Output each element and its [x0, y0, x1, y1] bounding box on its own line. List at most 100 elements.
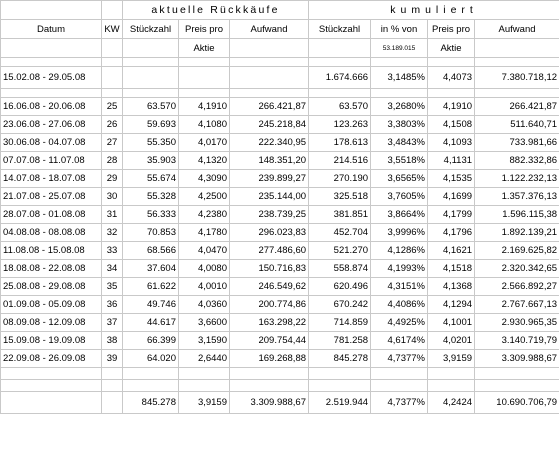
cell-cum-stueckzahl[interactable]: 620.496 — [308, 277, 372, 296]
cell-aufwand[interactable]: 245.218,84 — [228, 115, 310, 134]
cell-preis[interactable]: 4,2500 — [178, 187, 230, 206]
total-cum-pct[interactable]: 4,7377% — [370, 391, 429, 414]
cell-datum[interactable]: 25.08.08 - 29.08.08 — [0, 277, 102, 296]
cell-cum-preis[interactable]: 3,9159 — [427, 349, 476, 368]
cell-cum-preis[interactable]: 4,1535 — [427, 169, 476, 188]
cell-aufwand[interactable]: 296.023,83 — [228, 223, 310, 242]
cell-stueckzahl[interactable]: 49.746 — [122, 295, 179, 314]
total-preis[interactable]: 3,9159 — [178, 391, 230, 414]
cell-stueckzahl[interactable]: 59.693 — [122, 115, 179, 134]
cell-cum-preis[interactable]: 4,1796 — [427, 223, 476, 242]
cell-aufwand[interactable]: 246.549,62 — [228, 277, 310, 296]
cell-empty[interactable] — [0, 391, 102, 414]
cell-empty[interactable] — [228, 38, 310, 58]
cell-cum-pct[interactable]: 4,4086% — [370, 295, 429, 314]
cell-cum-pct[interactable]: 3,4843% — [370, 133, 429, 152]
opening-cum-aufwand[interactable]: 7.380.718,12 — [474, 66, 559, 89]
cell-stueckzahl[interactable]: 70.853 — [122, 223, 179, 242]
cell-kw[interactable]: 29 — [101, 169, 123, 188]
cell-cum-pct[interactable]: 4,7377% — [370, 349, 429, 368]
opening-cum-stueck[interactable]: 1.674.666 — [308, 66, 372, 89]
col-header-stueckzahl[interactable]: Stückzahl — [122, 19, 179, 39]
cell-aufwand[interactable]: 238.739,25 — [228, 205, 310, 224]
cell-datum[interactable]: 18.08.08 - 22.08.08 — [0, 259, 102, 278]
cell-cum-pct[interactable]: 3,5518% — [370, 151, 429, 170]
cell-cum-aufwand[interactable]: 733.981,66 — [474, 133, 559, 152]
cell-aufwand[interactable]: 277.486,60 — [228, 241, 310, 260]
cell-empty[interactable] — [474, 38, 559, 58]
cell-cum-preis[interactable]: 4,1368 — [427, 277, 476, 296]
cell-cum-pct[interactable]: 3,2680% — [370, 97, 429, 116]
col-header-basis[interactable]: 53.189.015 — [370, 38, 429, 58]
cell-stueckzahl[interactable]: 66.399 — [122, 331, 179, 350]
cell-cum-aufwand[interactable]: 3.309.988,67 — [474, 349, 559, 368]
cell-cum-stueckzahl[interactable]: 123.263 — [308, 115, 372, 134]
cell-cum-stueckzahl[interactable]: 63.570 — [308, 97, 372, 116]
cell-preis[interactable]: 3,6600 — [178, 313, 230, 332]
cell-preis[interactable]: 4,1910 — [178, 97, 230, 116]
cell-cum-stueckzahl[interactable]: 214.516 — [308, 151, 372, 170]
cell-aufwand[interactable]: 235.144,00 — [228, 187, 310, 206]
cell-preis[interactable]: 2,6440 — [178, 349, 230, 368]
cell-aufwand[interactable]: 148.351,20 — [228, 151, 310, 170]
cell-datum[interactable]: 01.09.08 - 05.09.08 — [0, 295, 102, 314]
cell-datum[interactable]: 30.06.08 - 04.07.08 — [0, 133, 102, 152]
cell-empty[interactable] — [101, 38, 123, 58]
cell-datum[interactable]: 08.09.08 - 12.09.08 — [0, 313, 102, 332]
cell-kw[interactable]: 38 — [101, 331, 123, 350]
cell-datum[interactable]: 14.07.08 - 18.07.08 — [0, 169, 102, 188]
col-header-cum-aktie[interactable]: Aktie — [427, 38, 476, 58]
cell-cum-aufwand[interactable]: 511.640,71 — [474, 115, 559, 134]
cell-empty[interactable] — [228, 66, 310, 89]
cell-cum-preis[interactable]: 4,1518 — [427, 259, 476, 278]
cell-datum[interactable]: 07.07.08 - 11.07.08 — [0, 151, 102, 170]
col-header-cum-aufwand[interactable]: Aufwand — [474, 19, 559, 39]
cell-cum-preis[interactable]: 4,0201 — [427, 331, 476, 350]
cell-aufwand[interactable]: 222.340,95 — [228, 133, 310, 152]
cell-cum-stueckzahl[interactable]: 381.851 — [308, 205, 372, 224]
cell-empty[interactable] — [101, 0, 123, 20]
cell-stueckzahl[interactable]: 64.020 — [122, 349, 179, 368]
total-aufwand[interactable]: 3.309.988,67 — [228, 391, 310, 414]
cell-kw[interactable]: 28 — [101, 151, 123, 170]
cell-cum-pct[interactable]: 4,1286% — [370, 241, 429, 260]
cell-cum-aufwand[interactable]: 2.169.625,82 — [474, 241, 559, 260]
cell-kw[interactable]: 35 — [101, 277, 123, 296]
cell-empty[interactable] — [0, 0, 102, 20]
cell-cum-stueckzahl[interactable]: 325.518 — [308, 187, 372, 206]
cell-cum-stueckzahl[interactable]: 670.242 — [308, 295, 372, 314]
cell-stueckzahl[interactable]: 44.617 — [122, 313, 179, 332]
cell-kw[interactable]: 30 — [101, 187, 123, 206]
cell-kw[interactable]: 25 — [101, 97, 123, 116]
cell-stueckzahl[interactable]: 55.674 — [122, 169, 179, 188]
cell-cum-preis[interactable]: 4,1093 — [427, 133, 476, 152]
cell-aufwand[interactable]: 150.716,83 — [228, 259, 310, 278]
col-header-aufwand[interactable]: Aufwand — [228, 19, 310, 39]
cell-datum[interactable]: 11.08.08 - 15.08.08 — [0, 241, 102, 260]
cell-cum-pct[interactable]: 4,4925% — [370, 313, 429, 332]
cell-stueckzahl[interactable]: 55.328 — [122, 187, 179, 206]
cell-kw[interactable]: 33 — [101, 241, 123, 260]
col-header-datum[interactable]: Datum — [0, 19, 102, 39]
cell-kw[interactable]: 26 — [101, 115, 123, 134]
total-stueck[interactable]: 845.278 — [122, 391, 179, 414]
cell-preis[interactable]: 4,0470 — [178, 241, 230, 260]
cell-cum-aufwand[interactable]: 1.122.232,13 — [474, 169, 559, 188]
cell-empty[interactable] — [101, 391, 123, 414]
cell-cum-pct[interactable]: 3,8664% — [370, 205, 429, 224]
cell-cum-preis[interactable]: 4,1508 — [427, 115, 476, 134]
group-cumulative-header[interactable]: kumuliert — [308, 0, 559, 20]
cell-kw[interactable]: 34 — [101, 259, 123, 278]
cell-kw[interactable]: 39 — [101, 349, 123, 368]
total-cum-stueck[interactable]: 2.519.944 — [308, 391, 372, 414]
cell-cum-pct[interactable]: 3,6565% — [370, 169, 429, 188]
cell-preis[interactable]: 4,3090 — [178, 169, 230, 188]
opening-cum-preis[interactable]: 4,4073 — [427, 66, 476, 89]
cell-aufwand[interactable]: 239.899,27 — [228, 169, 310, 188]
cell-cum-aufwand[interactable]: 3.140.719,79 — [474, 331, 559, 350]
cell-preis[interactable]: 4,0360 — [178, 295, 230, 314]
cell-empty[interactable] — [178, 66, 230, 89]
cell-stueckzahl[interactable]: 68.566 — [122, 241, 179, 260]
cell-aufwand[interactable]: 266.421,87 — [228, 97, 310, 116]
col-header-preis-pro[interactable]: Preis pro — [178, 19, 230, 39]
